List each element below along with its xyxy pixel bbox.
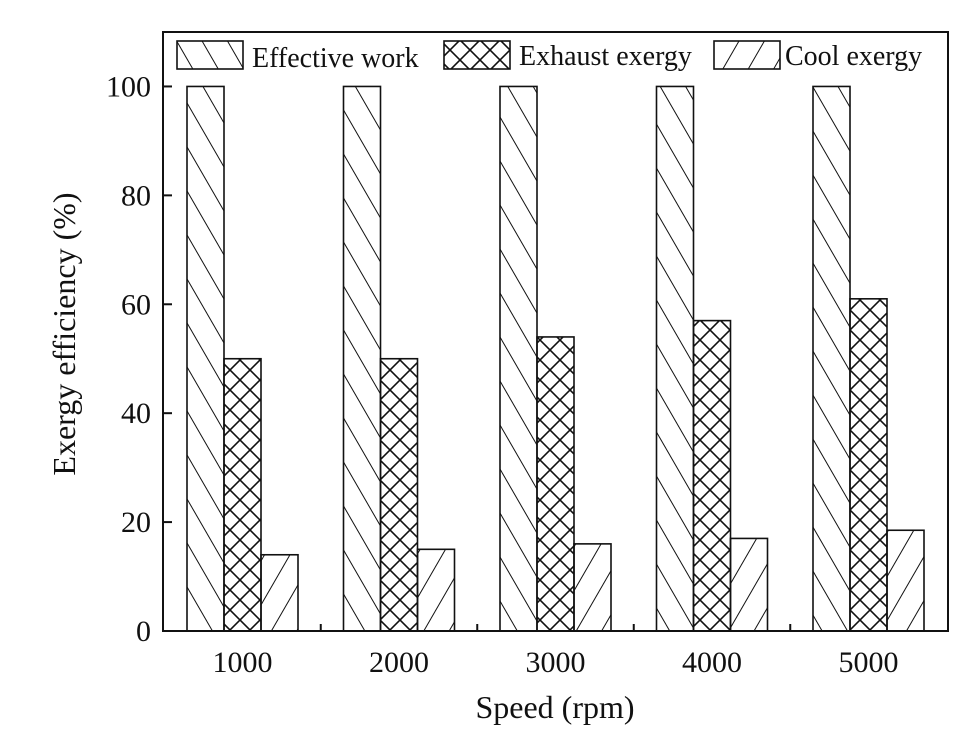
legend-label-cool-exergy: Cool exergy — [785, 41, 922, 72]
legend-swatch-effective-work — [176, 40, 244, 70]
bar-cool-exergy-2000 — [416, 548, 456, 632]
legend-swatch-exhaust-exergy — [443, 40, 511, 70]
x-axis: 1000 2000 3000 4000 5000 — [213, 624, 899, 679]
y-tick-label-20: 20 — [121, 506, 151, 539]
y-axis-title: Exergy efficiency (%) — [46, 192, 82, 475]
x-tick-label-2000: 2000 — [369, 646, 429, 679]
bar-cool-exergy-4000 — [729, 537, 769, 632]
x-axis-title: Speed (rpm) — [475, 689, 634, 725]
y-tick-label-80: 80 — [121, 179, 151, 212]
legend-label-exhaust-exergy: Exhaust exergy — [519, 41, 692, 72]
y-tick-label-40: 40 — [121, 397, 151, 430]
x-tick-label-3000: 3000 — [526, 646, 586, 679]
bar-cool-exergy-3000 — [573, 543, 612, 632]
bars-group — [186, 85, 925, 632]
bar-exhaust-exergy-4000 — [692, 319, 732, 632]
legend-label-effective-work: Effective work — [252, 43, 419, 74]
bar-exhaust-exergy-2000 — [379, 357, 419, 632]
bar-effective-work-3000 — [499, 85, 538, 632]
bar-effective-work-1000 — [186, 85, 225, 632]
y-tick-label-100: 100 — [106, 70, 151, 103]
legend: Effective work Exhaust exergy Cool exerg… — [176, 40, 922, 74]
y-tick-label-0: 0 — [136, 615, 151, 648]
bar-exhaust-exergy-5000 — [849, 298, 888, 632]
bar-cool-exergy-5000 — [886, 529, 925, 632]
bar-effective-work-2000 — [342, 85, 382, 632]
bar-exhaust-exergy-3000 — [536, 336, 575, 632]
bar-effective-work-4000 — [655, 85, 695, 632]
bar-cool-exergy-1000 — [260, 553, 299, 632]
y-tick-label-60: 60 — [121, 288, 151, 321]
x-tick-label-1000: 1000 — [213, 646, 273, 679]
x-tick-label-5000: 5000 — [839, 646, 899, 679]
bar-exhaust-exergy-1000 — [223, 357, 262, 632]
x-tick-label-4000: 4000 — [682, 646, 742, 679]
legend-swatch-cool-exergy — [713, 40, 781, 70]
y-axis: 0 20 40 60 80 100 — [106, 70, 172, 648]
bar-effective-work-5000 — [812, 85, 851, 632]
